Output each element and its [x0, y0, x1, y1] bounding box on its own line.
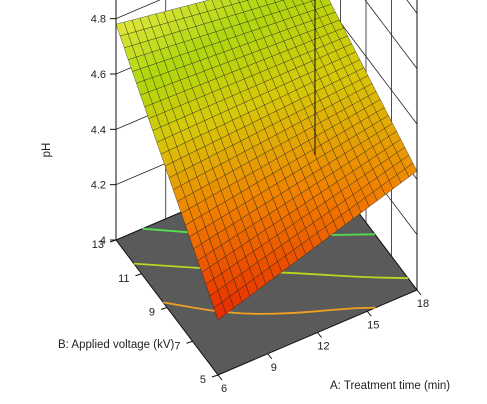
y-tick-mark [135, 273, 142, 277]
surface-cell [213, 301, 227, 320]
z-tick-label: 4.2 [91, 180, 106, 192]
y-tick-mark [109, 239, 117, 243]
tick-labels: 44.24.44.64.855.2579111369121518 [91, 14, 429, 395]
x-tick-label: 15 [367, 319, 379, 331]
back-wall-y-gridline [115, 0, 161, 20]
x-tick-label: 12 [317, 341, 329, 353]
y-tick-label: 5 [200, 374, 206, 386]
x-tick-label: 9 [271, 362, 277, 374]
z-tick-label: 4.8 [91, 14, 106, 26]
x-tick-mark [317, 332, 322, 338]
y-tick-mark [211, 374, 219, 378]
response-surface [115, 0, 418, 320]
y-tick-label: 11 [118, 273, 129, 285]
z-axis-title: pH [41, 143, 53, 158]
y-tick-label: 9 [149, 307, 155, 319]
x-tick-mark [267, 353, 273, 360]
x-tick-mark [217, 374, 223, 381]
y-axis-title: B: Applied voltage (kV) [58, 339, 175, 351]
x-axis-title: A: Treatment time (min) [330, 380, 450, 392]
y-tick-label: 7 [174, 340, 180, 352]
y-tick-mark [160, 307, 168, 310]
z-tick-label: 4 [100, 235, 106, 247]
y-tick-mark [186, 340, 193, 344]
z-tick-label: 4.6 [91, 69, 106, 81]
x-tick-mark [366, 310, 372, 317]
x-tick-mark [416, 289, 422, 296]
y-tick-label: 13 [92, 239, 104, 251]
contour-line-low [163, 301, 376, 315]
z-tick-label: 4.4 [91, 124, 106, 136]
x-tick-label: 6 [221, 383, 227, 395]
x-tick-label: 18 [417, 298, 429, 310]
